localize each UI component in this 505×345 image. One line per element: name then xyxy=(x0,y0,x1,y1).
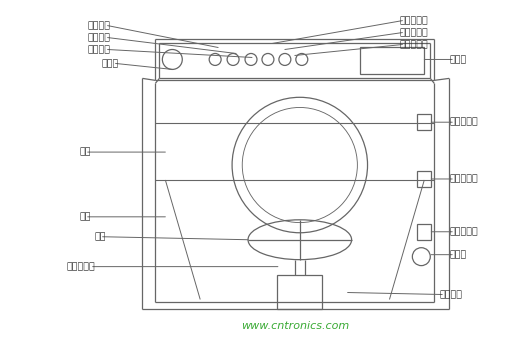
Text: 啟動按鈕: 啟動按鈕 xyxy=(87,45,111,54)
Bar xyxy=(417,224,430,240)
Text: 洗滌電機: 洗滌電機 xyxy=(438,290,462,299)
Bar xyxy=(359,47,424,75)
Bar xyxy=(417,114,430,130)
Text: 外桶: 外桶 xyxy=(79,212,90,221)
Text: 高水位按鈕: 高水位按鈕 xyxy=(398,16,427,25)
Bar xyxy=(417,171,430,187)
Text: 中水位開關: 中水位開關 xyxy=(448,175,477,184)
Text: 停止按鈕: 停止按鈕 xyxy=(87,21,111,30)
Text: 高水位開關: 高水位開關 xyxy=(448,118,477,127)
Text: www.cntronics.com: www.cntronics.com xyxy=(240,322,348,332)
Text: 內桶: 內桶 xyxy=(79,148,90,157)
Text: 低水位按鈕: 低水位按鈕 xyxy=(398,40,427,49)
Text: 電磁離合器: 電磁離合器 xyxy=(67,262,95,271)
Text: 顯示器: 顯示器 xyxy=(448,55,466,64)
Text: 低水位開關: 低水位開關 xyxy=(448,227,477,236)
Text: 進水口: 進水口 xyxy=(101,59,118,68)
Text: 撥盤: 撥盤 xyxy=(94,232,106,241)
Bar xyxy=(277,275,322,309)
Text: 排水按鈕: 排水按鈕 xyxy=(87,33,111,42)
Text: 排水口: 排水口 xyxy=(448,250,466,259)
Text: 中水位按鈕: 中水位按鈕 xyxy=(398,28,427,37)
